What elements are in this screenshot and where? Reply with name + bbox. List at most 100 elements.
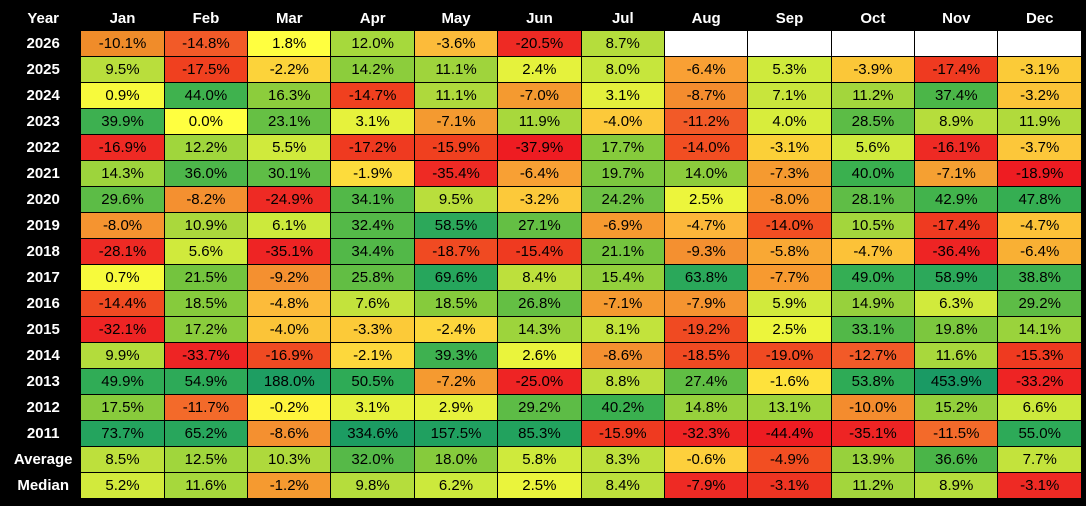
heatmap-cell: -6.4%: [498, 161, 581, 186]
year-row: 2025 9.5% -17.5% -2.2% 14.2% 11.1% 2.4% 8.0% -6.…: [6, 57, 1081, 82]
heatmap-cell: -8.2%: [164, 187, 248, 212]
heatmap-cell: 24.2%: [581, 187, 664, 212]
heatmap-cell: -18.9%: [998, 161, 1081, 186]
month-header: Nov: [915, 6, 998, 30]
year-label: 2020: [6, 187, 81, 212]
heatmap-cell: -7.7%: [748, 265, 831, 290]
heatmap-cell: -25.0%: [498, 369, 581, 394]
heatmap-cell: -4.8%: [248, 291, 331, 316]
header-row: Year Jan Feb Mar Apr May Jun Jul Aug Sep…: [6, 6, 1081, 30]
year-label: 2023: [6, 109, 81, 134]
heatmap-cell: 3.1%: [331, 395, 414, 420]
year-label: 2026: [6, 31, 81, 56]
year-label: 2019: [6, 213, 81, 238]
heatmap-cell: 14.3%: [81, 161, 164, 186]
heatmap-cell: 15.2%: [915, 395, 998, 420]
heatmap-cell: -6.4%: [998, 239, 1081, 264]
heatmap-cell: 6.1%: [248, 213, 331, 238]
month-header: Sep: [748, 6, 831, 30]
heatmap-cell: [915, 31, 998, 56]
heatmap-cell: -7.1%: [915, 161, 998, 186]
heatmap-cell: 49.9%: [81, 369, 164, 394]
heatmap-cell: 19.7%: [581, 161, 664, 186]
heatmap-cell: -37.9%: [498, 135, 581, 160]
heatmap-cell: 44.0%: [164, 83, 248, 108]
heatmap-cell: -18.5%: [664, 343, 748, 368]
heatmap-cell: 29.6%: [81, 187, 164, 212]
heatmap-cell: 54.9%: [164, 369, 248, 394]
heatmap-cell: -4.7%: [831, 239, 915, 264]
heatmap-cell: 19.8%: [915, 317, 998, 342]
heatmap-cell: -12.7%: [831, 343, 915, 368]
heatmap-cell: [831, 31, 915, 56]
year-row: 2016 -14.4% 18.5% -4.8% 7.6% 18.5% 26.8% -7.1% -…: [6, 291, 1081, 316]
year-row: 2023 39.9% 0.0% 23.1% 3.1% -7.1% 11.9% -4.0% -11…: [6, 109, 1081, 134]
heatmap-cell: 10.3%: [248, 447, 331, 472]
heatmap-cell: 40.2%: [581, 395, 664, 420]
heatmap-cell: 14.8%: [664, 395, 748, 420]
heatmap-cell: 7.6%: [331, 291, 414, 316]
year-label: 2017: [6, 265, 81, 290]
heatmap-cell: 50.5%: [331, 369, 414, 394]
heatmap-cell: 65.2%: [164, 421, 248, 446]
heatmap-cell: -4.9%: [748, 447, 831, 472]
heatmap-cell: -11.5%: [915, 421, 998, 446]
heatmap-cell: 6.3%: [915, 291, 998, 316]
heatmap-cell: -6.9%: [581, 213, 664, 238]
heatmap-cell: -7.2%: [414, 369, 498, 394]
month-header: Dec: [998, 6, 1081, 30]
heatmap-cell: 11.6%: [915, 343, 998, 368]
heatmap-cell: -28.1%: [81, 239, 164, 264]
heatmap-cell: -4.0%: [248, 317, 331, 342]
heatmap-cell: -9.2%: [248, 265, 331, 290]
heatmap-cell: -9.3%: [664, 239, 748, 264]
heatmap-cell: 28.5%: [831, 109, 915, 134]
heatmap-cell: -4.0%: [581, 109, 664, 134]
heatmap-cell: 9.9%: [81, 343, 164, 368]
heatmap-cell: 11.6%: [164, 473, 248, 498]
heatmap-cell: -11.2%: [664, 109, 748, 134]
heatmap-cell: -3.1%: [748, 473, 831, 498]
heatmap-cell: 9.8%: [331, 473, 414, 498]
heatmap-cell: 34.1%: [331, 187, 414, 212]
heatmap-cell: 8.7%: [581, 31, 664, 56]
heatmap-cell: -11.7%: [164, 395, 248, 420]
month-header: Jul: [581, 6, 664, 30]
heatmap-cell: 14.1%: [998, 317, 1081, 342]
heatmap-body: 2026 -10.1% -14.8% 1.8% 12.0% -3.6% -20.5% 8.7%…: [6, 31, 1081, 498]
heatmap-cell: 3.1%: [581, 83, 664, 108]
monthly-returns-heatmap: Year Jan Feb Mar Apr May Jun Jul Aug Sep…: [5, 5, 1082, 499]
heatmap-cell: -0.2%: [248, 395, 331, 420]
month-header: Oct: [831, 6, 915, 30]
heatmap-cell: 17.5%: [81, 395, 164, 420]
heatmap-cell: -8.6%: [581, 343, 664, 368]
summary-row: Average 8.5% 12.5% 10.3% 32.0% 18.0% 5.8% 8.3% -…: [6, 447, 1081, 472]
year-label: 2012: [6, 395, 81, 420]
heatmap-cell: -1.2%: [248, 473, 331, 498]
heatmap-cell: -14.8%: [164, 31, 248, 56]
heatmap-cell: -17.4%: [915, 213, 998, 238]
heatmap-cell: 2.9%: [414, 395, 498, 420]
heatmap-cell: 39.3%: [414, 343, 498, 368]
heatmap-cell: -5.8%: [748, 239, 831, 264]
heatmap-cell: -3.3%: [331, 317, 414, 342]
year-row: 2019 -8.0% 10.9% 6.1% 32.4% 58.5% 27.1% -6.9% -4…: [6, 213, 1081, 238]
heatmap-cell: -7.1%: [581, 291, 664, 316]
heatmap-cell: -15.3%: [998, 343, 1081, 368]
heatmap-cell: -35.4%: [414, 161, 498, 186]
heatmap-cell: -14.4%: [81, 291, 164, 316]
heatmap-cell: 11.1%: [414, 57, 498, 82]
month-header: May: [414, 6, 498, 30]
heatmap-cell: 58.9%: [915, 265, 998, 290]
summary-label: Average: [6, 447, 81, 472]
heatmap-cell: -1.6%: [748, 369, 831, 394]
heatmap-cell: -36.4%: [915, 239, 998, 264]
year-row: 2018 -28.1% 5.6% -35.1% 34.4% -18.7% -15.4% 21.…: [6, 239, 1081, 264]
heatmap-cell: -33.7%: [164, 343, 248, 368]
heatmap-cell: 8.3%: [581, 447, 664, 472]
heatmap-cell: 18.5%: [414, 291, 498, 316]
year-row: 2026 -10.1% -14.8% 1.8% 12.0% -3.6% -20.5% 8.7%: [6, 31, 1081, 56]
heatmap-cell: 7.7%: [998, 447, 1081, 472]
year-row: 2015 -32.1% 17.2% -4.0% -3.3% -2.4% 14.3% 8.1% -…: [6, 317, 1081, 342]
heatmap-cell: 12.0%: [331, 31, 414, 56]
